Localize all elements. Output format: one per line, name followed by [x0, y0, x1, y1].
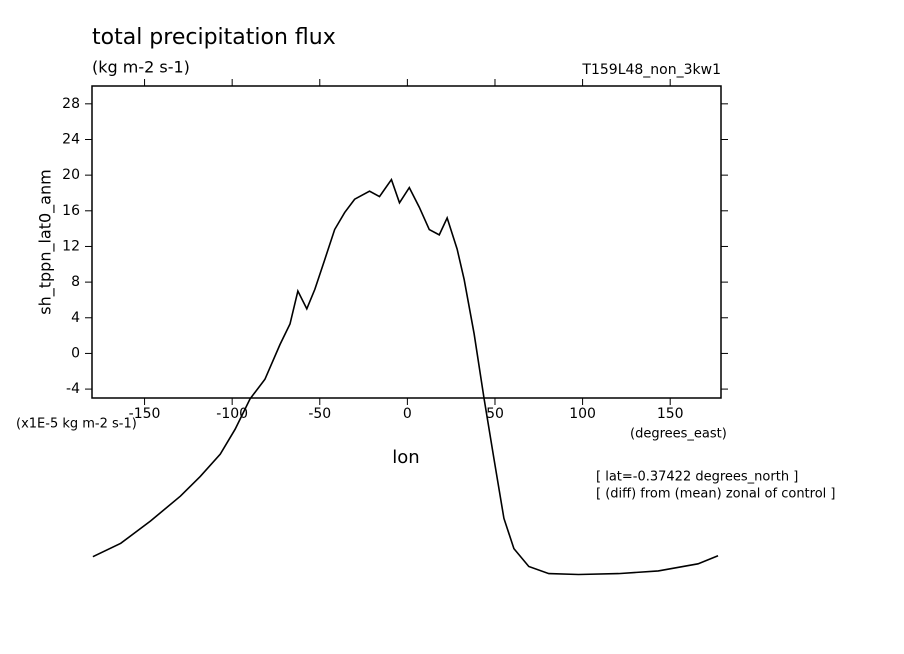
y-tick-label: -4 — [66, 381, 80, 397]
dataset-label: T159L48_non_3kw1 — [581, 62, 721, 78]
y-tick-label: 8 — [71, 274, 80, 290]
x-tick-label: 150 — [657, 406, 684, 422]
chart-title: total precipitation flux — [92, 25, 336, 50]
y-tick-label: 20 — [62, 167, 80, 183]
x-tick-label: -50 — [308, 406, 331, 422]
x-units: (degrees_east) — [630, 427, 727, 442]
y-axis-label: sh_tppn_lat0_anm — [36, 169, 56, 314]
y-tick-label: 12 — [62, 238, 80, 254]
x-tick-label: -150 — [129, 406, 161, 422]
y-tick-label: 28 — [62, 96, 80, 112]
x-tick-label: 100 — [569, 406, 596, 422]
annotation: [ lat=-0.37422 degrees_north ] — [596, 470, 798, 485]
y-tick-label: 16 — [62, 203, 80, 219]
x-axis-label: lon — [392, 447, 419, 468]
y-tick-label: 0 — [71, 345, 80, 361]
chart-subtitle: (kg m-2 s-1) — [92, 58, 190, 77]
y-tick-label: 24 — [62, 131, 80, 147]
y-tick-label: 4 — [71, 310, 80, 326]
data-line — [92, 177, 719, 576]
y-units: (x1E-5 kg m-2 s-1) — [16, 417, 137, 432]
x-tick-label: 50 — [486, 406, 504, 422]
annotation: [ (diff) from (mean) zonal of control ] — [596, 487, 835, 502]
x-tick-label: 0 — [403, 406, 412, 422]
plot-frame — [91, 85, 722, 399]
